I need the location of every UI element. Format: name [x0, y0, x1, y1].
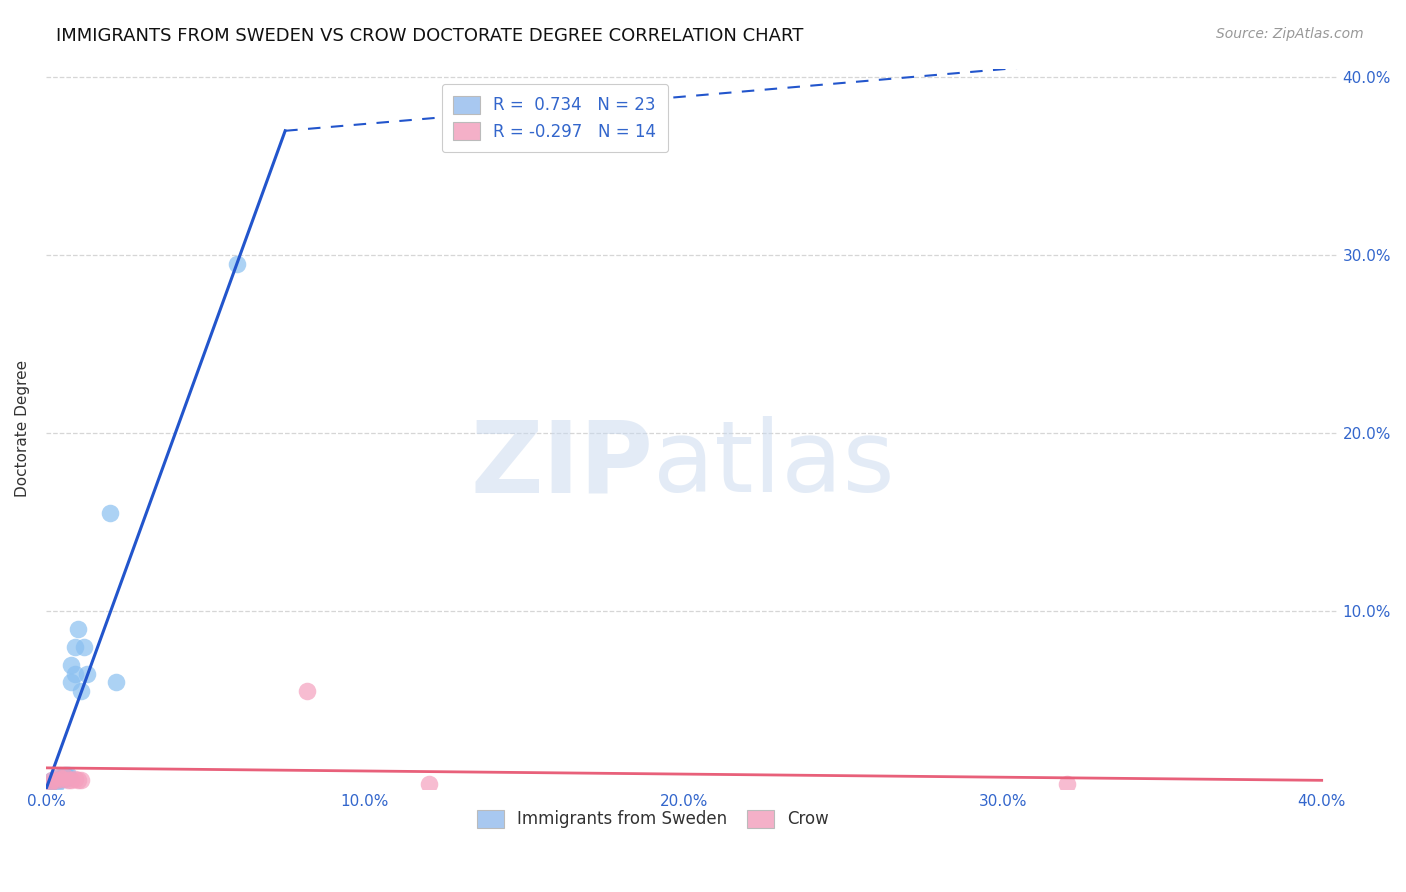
Point — [226, 257, 249, 271]
Point — [48, 770, 70, 784]
Point — [45, 777, 67, 791]
Point — [51, 772, 73, 786]
Point — [53, 772, 76, 786]
Point — [73, 640, 96, 654]
Text: ZIP: ZIP — [470, 417, 652, 514]
Point — [41, 773, 63, 788]
Point — [53, 770, 76, 784]
Point — [38, 777, 60, 791]
Y-axis label: Doctorate Degree: Doctorate Degree — [15, 360, 30, 498]
Point — [48, 773, 70, 788]
Point — [60, 773, 83, 788]
Point — [98, 507, 121, 521]
Point — [63, 666, 86, 681]
Legend: Immigrants from Sweden, Crow: Immigrants from Sweden, Crow — [471, 803, 835, 835]
Point — [297, 684, 319, 698]
Point — [58, 773, 80, 788]
Point — [51, 772, 73, 786]
Point — [76, 666, 98, 681]
Text: IMMIGRANTS FROM SWEDEN VS CROW DOCTORATE DEGREE CORRELATION CHART: IMMIGRANTS FROM SWEDEN VS CROW DOCTORATE… — [56, 27, 804, 45]
Point — [48, 770, 70, 784]
Point — [63, 772, 86, 786]
Point — [45, 773, 67, 788]
Point — [51, 770, 73, 784]
Point — [66, 773, 89, 788]
Point — [66, 622, 89, 636]
Point — [70, 684, 93, 698]
Point — [60, 675, 83, 690]
Point — [41, 773, 63, 788]
Point — [418, 777, 440, 791]
Point — [60, 657, 83, 672]
Point — [38, 777, 60, 791]
Point — [105, 675, 128, 690]
Point — [1056, 777, 1078, 791]
Point — [70, 773, 93, 788]
Text: Source: ZipAtlas.com: Source: ZipAtlas.com — [1216, 27, 1364, 41]
Text: atlas: atlas — [652, 417, 894, 514]
Point — [58, 770, 80, 784]
Point — [53, 768, 76, 782]
Point — [63, 640, 86, 654]
Point — [58, 768, 80, 782]
Point — [45, 773, 67, 788]
